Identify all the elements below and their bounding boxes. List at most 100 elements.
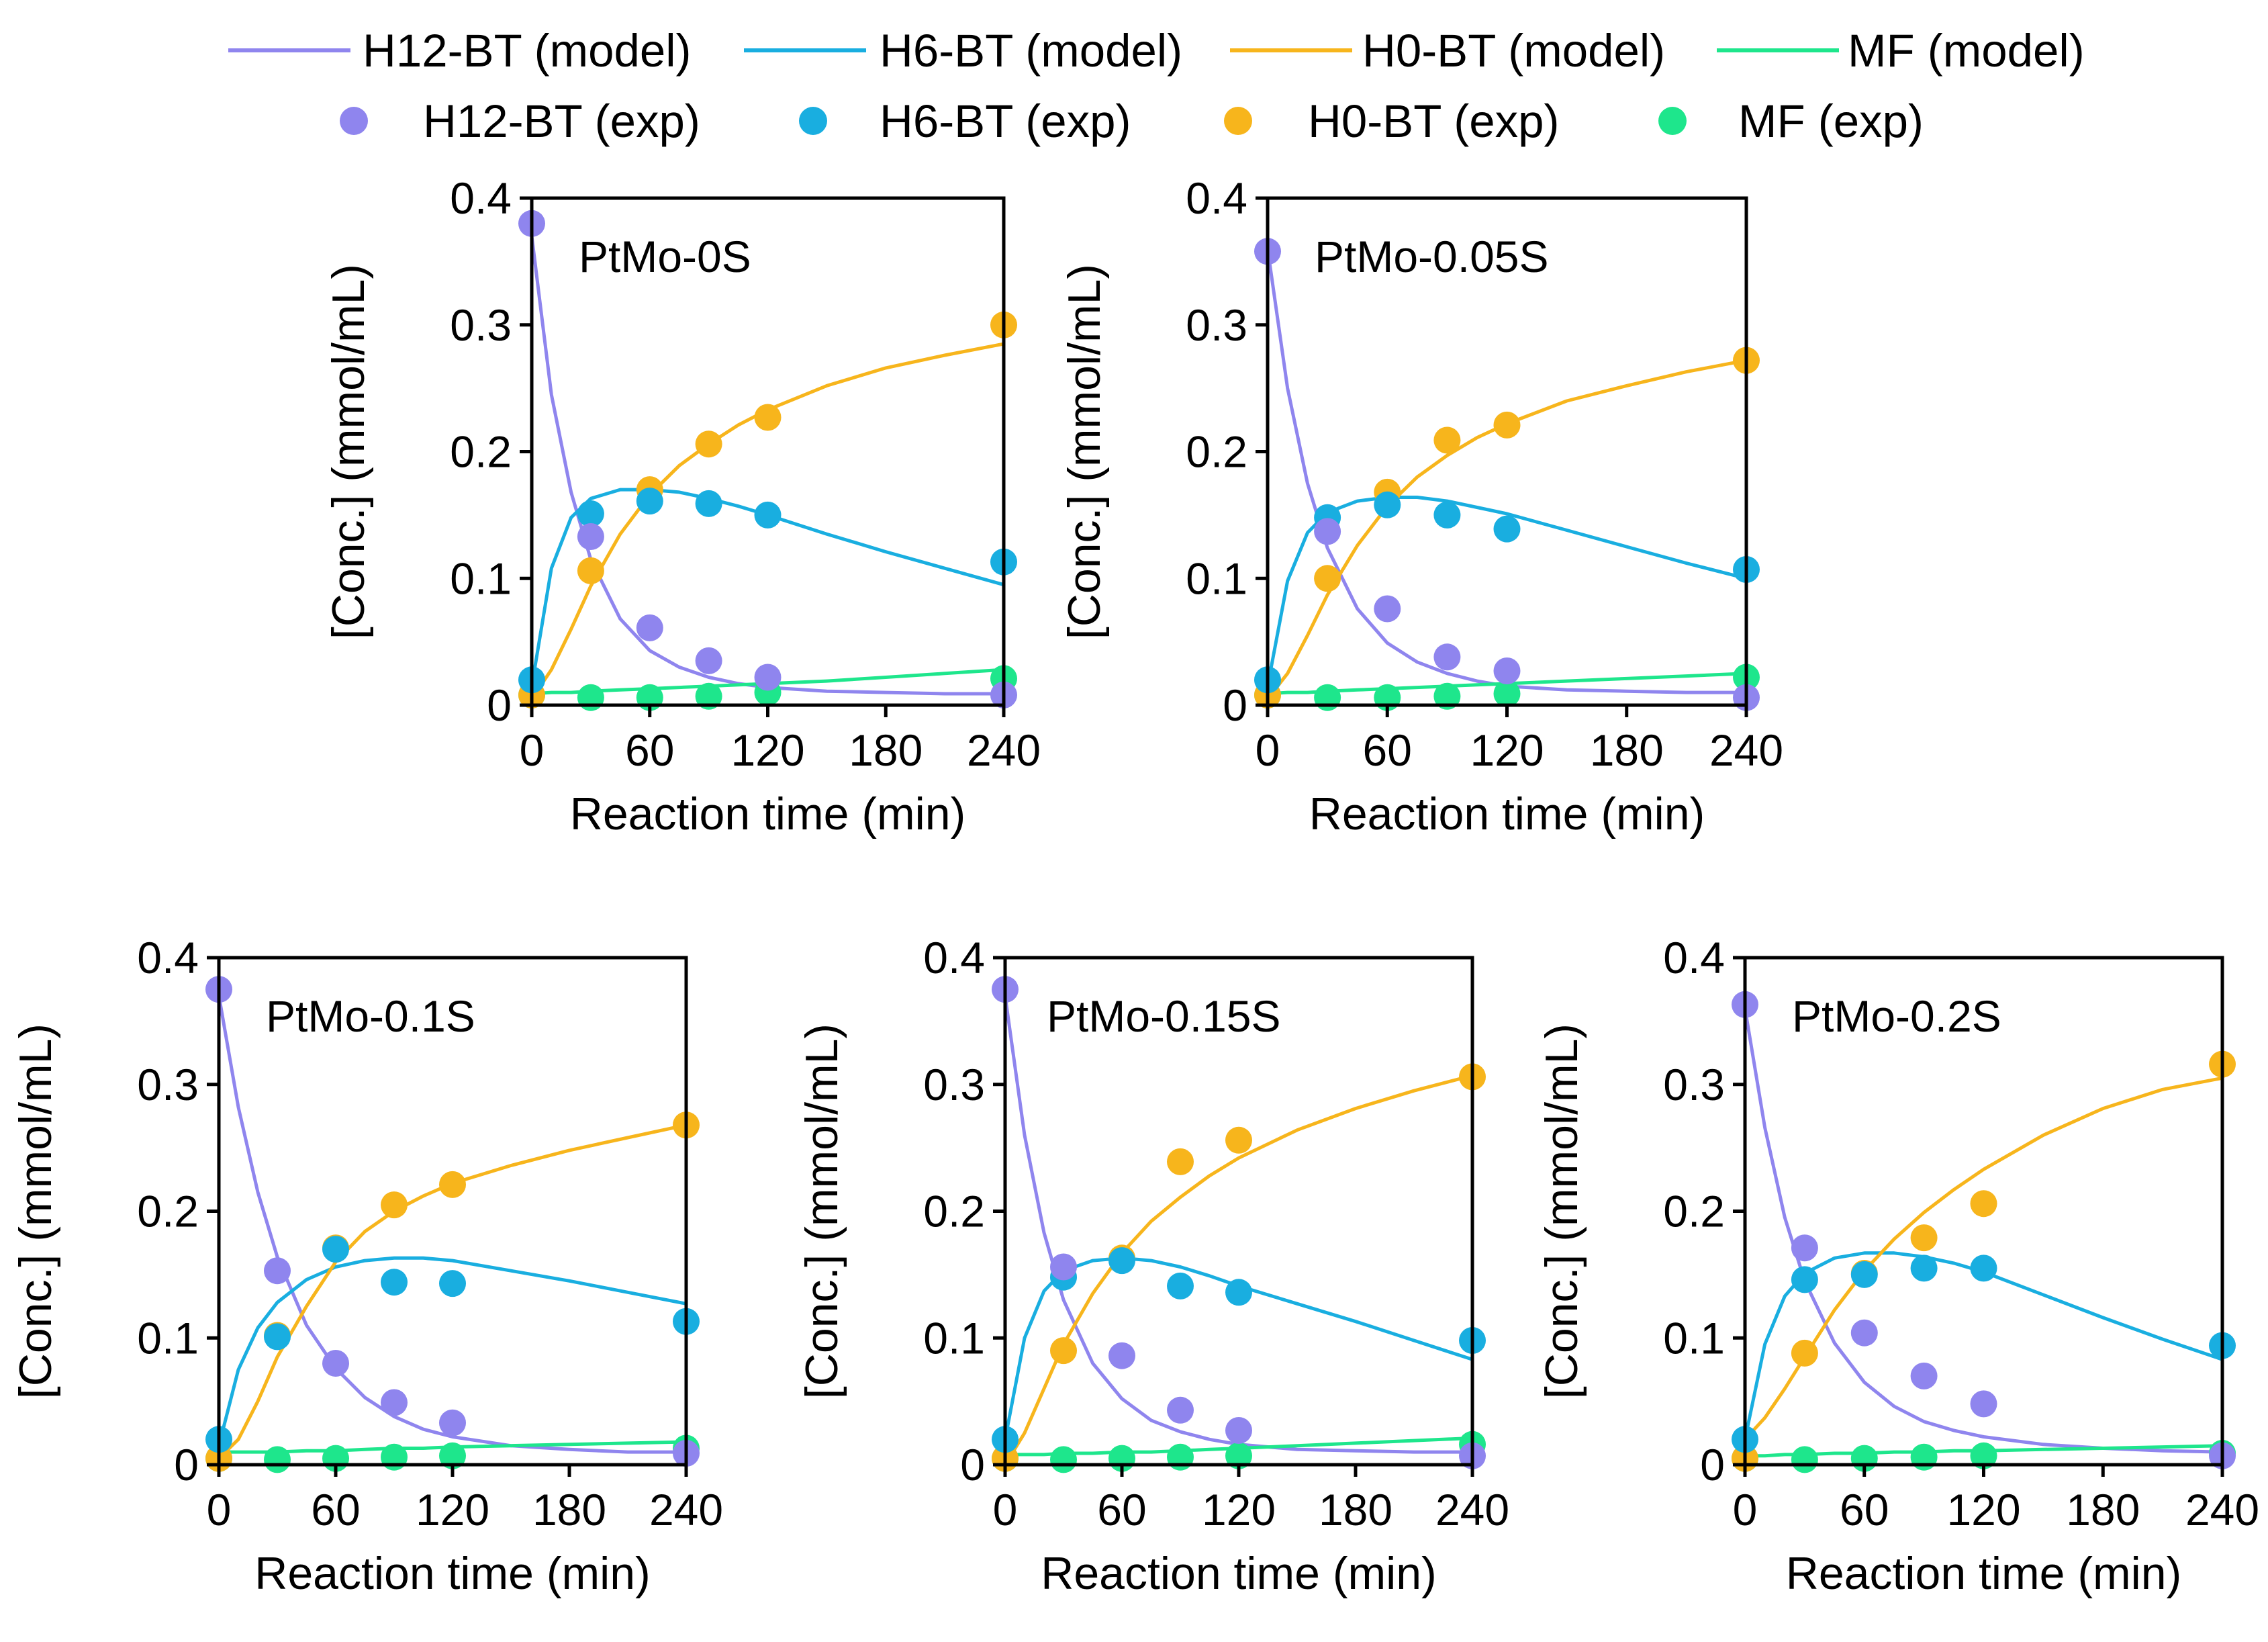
panel-ptmo-0-05s: 0 60 120 180 240 0 0.1 0.2 0.3 0.4 Reaction time (… — [1059, 173, 1783, 839]
y-axis-title: [Conc.] (mmol/mL) — [796, 1023, 847, 1399]
model-line-mf — [1743, 1444, 2224, 1458]
exp-point-h12-bt — [1493, 657, 1521, 684]
legend-item-h0-bt-model: H0-BT (model) — [1230, 25, 1665, 77]
exp-point-h6-bt — [1850, 1261, 1878, 1288]
x-tick-label: 60 — [1363, 725, 1412, 775]
exp-point-h0-bt — [1970, 1190, 1997, 1218]
exp-point-mf — [381, 1443, 408, 1471]
exp-point-h6-bt — [322, 1236, 349, 1263]
x-tick-label: 0 — [1733, 1485, 1758, 1535]
exp-point-h12-bt — [1970, 1390, 1997, 1418]
exp-points — [1732, 991, 2236, 1473]
exp-point-h12-bt — [1167, 1396, 1194, 1424]
y-tick-label: 0.1 — [137, 1313, 199, 1363]
exp-point-mf — [577, 684, 604, 711]
model-line-h0-bt — [217, 1123, 688, 1461]
exp-point-h0-bt — [1493, 411, 1521, 439]
legend-item-mf-exp: MF (exp) — [1658, 95, 1924, 147]
exp-point-h6-bt — [1167, 1272, 1194, 1299]
x-tick-label: 120 — [1470, 725, 1544, 775]
exp-point-h12-bt — [1374, 595, 1401, 623]
exp-point-h6-bt — [1910, 1255, 1938, 1282]
y-axis-title: [Conc.] (mmol/mL) — [1536, 1023, 1587, 1399]
panel-ptmo-0-15s: 0 60 120 180 240 0 0.1 0.2 0.3 0.4 Reaction time (… — [796, 933, 1509, 1599]
x-tick-label: 60 — [625, 725, 674, 775]
exp-point-h0-bt — [1910, 1224, 1938, 1252]
y-tick-label: 0.3 — [450, 300, 512, 350]
exp-point-mf — [1493, 680, 1521, 707]
y-tick-label: 0.3 — [137, 1060, 199, 1109]
y-tick-label: 0 — [487, 680, 512, 730]
exp-point-mf — [1050, 1446, 1077, 1473]
exp-point-h0-bt — [1050, 1337, 1077, 1365]
legend-label: H12-BT (exp) — [423, 95, 700, 147]
model-lines — [217, 994, 688, 1461]
x-axis-title: Reaction time (min) — [1309, 788, 1705, 839]
exp-point-mf — [1225, 1442, 1252, 1469]
exp-point-h12-bt — [322, 1350, 349, 1377]
exp-point-h0-bt — [1314, 565, 1341, 592]
legend-item-h6-bt-model: H6-BT (model) — [744, 25, 1182, 77]
model-line-h6-bt — [217, 1256, 688, 1448]
y-tick-label: 0.4 — [1663, 933, 1725, 983]
x-tick-label: 240 — [967, 725, 1041, 775]
exp-point-mf — [1791, 1446, 1818, 1473]
model-lines — [1266, 247, 1748, 701]
y-tick-label: 0 — [1700, 1440, 1725, 1490]
exp-point-h6-bt — [381, 1269, 408, 1296]
x-tick-label: 60 — [1097, 1485, 1146, 1535]
x-tick-label: 180 — [2066, 1485, 2140, 1535]
exp-point-mf — [1433, 682, 1461, 710]
exp-point-h0-bt — [1791, 1339, 1818, 1367]
model-line-h12-bt — [1743, 1007, 2224, 1454]
legend-label: H12-BT (model) — [363, 25, 692, 77]
exp-point-h12-bt — [1050, 1253, 1077, 1281]
x-axis-title: Reaction time (min) — [254, 1548, 651, 1599]
chart-panels: 0 60 120 180 240 0 0.1 0.2 0.3 0.4 Reaction time (… — [10, 173, 2259, 1599]
exp-point-mf — [1314, 684, 1341, 711]
model-line-h6-bt — [1743, 1251, 2224, 1441]
y-tick-label: 0.3 — [1663, 1060, 1725, 1109]
exp-point-h6-bt — [695, 490, 722, 517]
x-tick-label: 240 — [1709, 725, 1783, 775]
y-tick-label: 0.4 — [137, 933, 199, 983]
model-line-mf — [1266, 672, 1748, 696]
y-tick-label: 0.3 — [923, 1060, 985, 1109]
x-axis-title: Reaction time (min) — [1041, 1548, 1437, 1599]
x-tick-label: 240 — [1435, 1485, 1509, 1535]
legend-item-h6-bt-exp: H6-BT (exp) — [799, 95, 1131, 147]
legend-dot-h0-bt — [1224, 107, 1252, 135]
model-line-h12-bt — [1266, 247, 1748, 694]
exp-point-h0-bt — [439, 1171, 466, 1198]
x-tick-label: 120 — [416, 1485, 489, 1535]
exp-point-mf — [1910, 1443, 1938, 1471]
exp-point-h6-bt — [439, 1270, 466, 1297]
exp-point-h12-bt — [381, 1389, 408, 1416]
legend-dot-h12-bt — [340, 107, 368, 135]
exp-points — [518, 210, 1017, 711]
y-tick-label: 0.1 — [923, 1313, 985, 1363]
y-tick-label: 0.2 — [1663, 1187, 1725, 1236]
x-tick-label: 240 — [649, 1485, 723, 1535]
y-tick-label: 0.2 — [137, 1187, 199, 1236]
y-axis-title: [Conc.] (mmol/mL) — [1059, 264, 1110, 639]
exp-point-h6-bt — [636, 488, 663, 515]
exp-point-h6-bt — [264, 1323, 291, 1351]
x-tick-label: 60 — [1840, 1485, 1889, 1535]
exp-point-h12-bt — [1225, 1417, 1252, 1444]
exp-points — [992, 976, 1486, 1473]
legend-label: H0-BT (exp) — [1308, 95, 1559, 147]
legend-item-h0-bt-exp: H0-BT (exp) — [1224, 95, 1559, 147]
model-line-h0-bt — [1003, 1074, 1474, 1467]
y-tick-label: 0.3 — [1186, 300, 1247, 350]
exp-point-h12-bt — [577, 523, 604, 550]
x-tick-label: 0 — [993, 1485, 1018, 1535]
y-tick-label: 0.4 — [450, 173, 512, 223]
model-line-h0-bt — [530, 342, 1006, 701]
exp-point-h6-bt — [1225, 1279, 1252, 1306]
model-line-h0-bt — [1743, 1076, 2224, 1441]
exp-point-mf — [264, 1446, 291, 1473]
exp-point-h0-bt — [1433, 426, 1461, 454]
model-line-h12-bt — [530, 234, 1006, 696]
y-tick-label: 0.2 — [1186, 427, 1247, 477]
